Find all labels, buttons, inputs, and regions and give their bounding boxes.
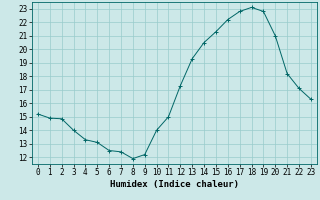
X-axis label: Humidex (Indice chaleur): Humidex (Indice chaleur): [110, 180, 239, 189]
